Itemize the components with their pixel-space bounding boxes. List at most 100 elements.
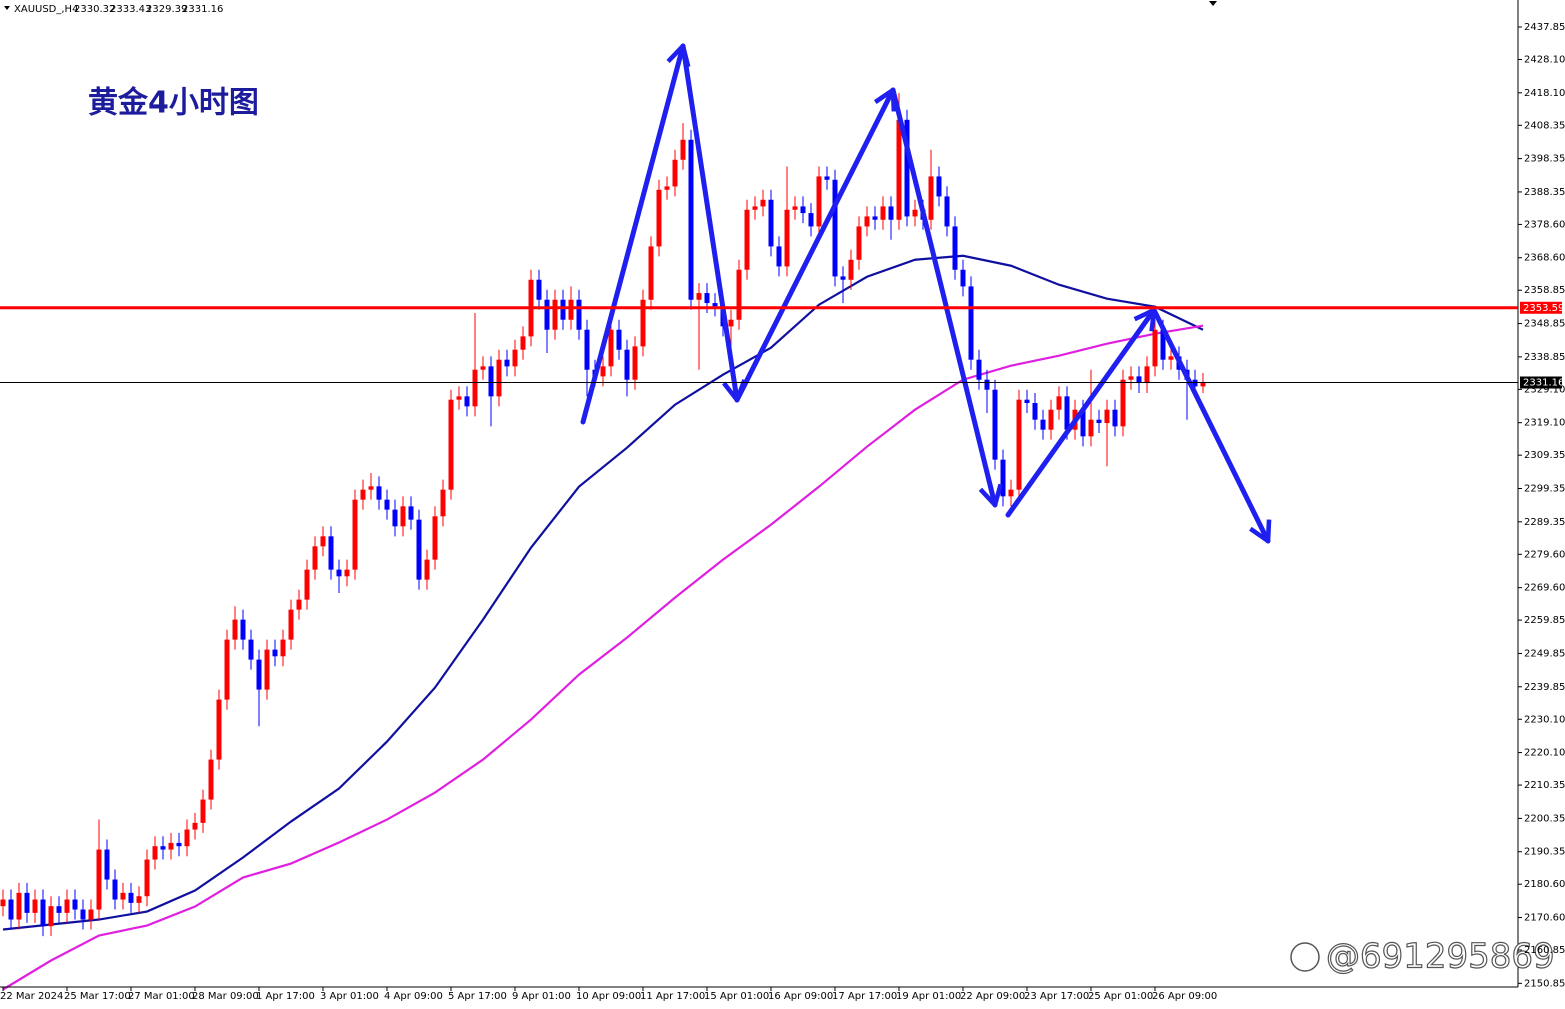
candle-body [1064,396,1070,430]
y-tick-label: 2160.85 [1524,945,1565,956]
candle-body [328,536,334,570]
x-tick-label: 26 Apr 09:00 [1152,991,1217,1002]
candle-body [736,269,742,320]
candle-body [960,269,966,287]
moving-average [2,324,1204,991]
candle-body [80,909,86,920]
arrow [680,43,747,403]
candle-body [864,216,870,227]
candle-body [608,329,614,367]
candle-body [176,842,182,847]
x-tick-label: 10 Apr 09:00 [576,991,641,1002]
x-tick-label: 19 Apr 01:00 [896,991,961,1002]
candle-body [760,199,766,207]
x-tick-label: 4 Apr 09:00 [384,991,443,1002]
candle-body [192,822,198,830]
arrow [1151,307,1272,544]
candle-body [904,119,910,217]
y-tick-label: 2180.60 [1524,879,1565,890]
y-tick-label: 2418.10 [1524,88,1565,99]
candle-body [1112,409,1118,427]
candle-body [576,299,582,330]
candle-body [696,293,702,300]
candle-body [832,179,838,277]
candle-body [456,396,462,400]
menu-triangle[interactable] [4,6,10,10]
candle-body [16,892,22,920]
candle-body [1024,399,1030,404]
y-tick-label: 2437.85 [1524,22,1565,33]
y-tick-label: 2230.10 [1524,714,1565,725]
candle-body [1056,396,1062,410]
candle-body [472,369,478,407]
candle-body [1120,379,1126,427]
y-tick-label: 2220.10 [1524,748,1565,759]
price-line-label-box [1520,301,1562,314]
y-tick-label: 2200.35 [1524,813,1565,824]
candle-body [560,299,566,320]
candle-body [1008,489,1014,497]
y-tick-label: 2358.85 [1524,285,1565,296]
arrow [580,43,691,425]
candle-body [640,299,646,347]
y-tick-label: 2408.35 [1524,120,1565,131]
candle-body [184,829,190,847]
symbol: XAUUSD_,H4 [14,4,78,15]
candle-body [776,246,782,267]
candle-body [144,859,150,897]
candle-body [856,226,862,260]
candle-body [408,506,414,520]
candle-body [368,486,374,490]
candle-body [288,609,294,640]
candle-body [464,396,470,407]
y-tick-label: 2210.35 [1524,780,1565,791]
candle-body [1152,329,1158,367]
candle-body [1000,459,1006,497]
candle-body [1040,419,1046,430]
candle-body [1104,409,1110,424]
candle-body [968,286,974,360]
y-tick-label: 2170.60 [1524,913,1565,924]
y-tick-label: 2150.85 [1524,978,1565,989]
candle-body [728,319,734,327]
quote-value: 2333.43 [110,4,151,15]
x-tick-label: 22 Mar 2024 [0,991,63,1002]
candle-body [792,206,798,210]
moving-average [2,254,1204,931]
candle-body [504,359,510,367]
y-tick-label: 2329.10 [1524,384,1565,395]
candle-body [272,649,278,657]
candle-body [280,639,286,657]
candle-body [120,892,126,900]
y-tick-label: 2428.10 [1524,54,1565,65]
watermark-text: @691295869 [1326,937,1555,977]
y-tick-label: 2368.60 [1524,253,1565,264]
candle-body [248,639,254,660]
candle-body [96,849,102,910]
candle-body [256,659,262,690]
candle-body [680,139,686,160]
x-tick-label: 25 Apr 01:00 [1088,991,1153,1002]
y-tick-label: 2259.85 [1524,615,1565,626]
candle-body [224,639,230,700]
y-tick-label: 2348.85 [1524,319,1565,330]
candle-body [312,546,318,570]
candle-body [808,213,814,227]
watermark-icon [1290,942,1320,972]
candle-body [496,359,502,397]
candle-body [392,509,398,527]
y-tick-label: 2249.85 [1524,648,1565,659]
quote-value: 2329.39 [146,4,187,15]
price-line-label-box [1520,376,1562,389]
candle-body [384,499,390,510]
candle-body [632,346,638,380]
candle-body [536,279,542,300]
x-tick-label: 23 Apr 17:00 [1024,991,1089,1002]
shift-marker [1209,1,1217,6]
candle-body [1200,383,1206,387]
candle-body [344,569,350,577]
candle-body [872,216,878,220]
